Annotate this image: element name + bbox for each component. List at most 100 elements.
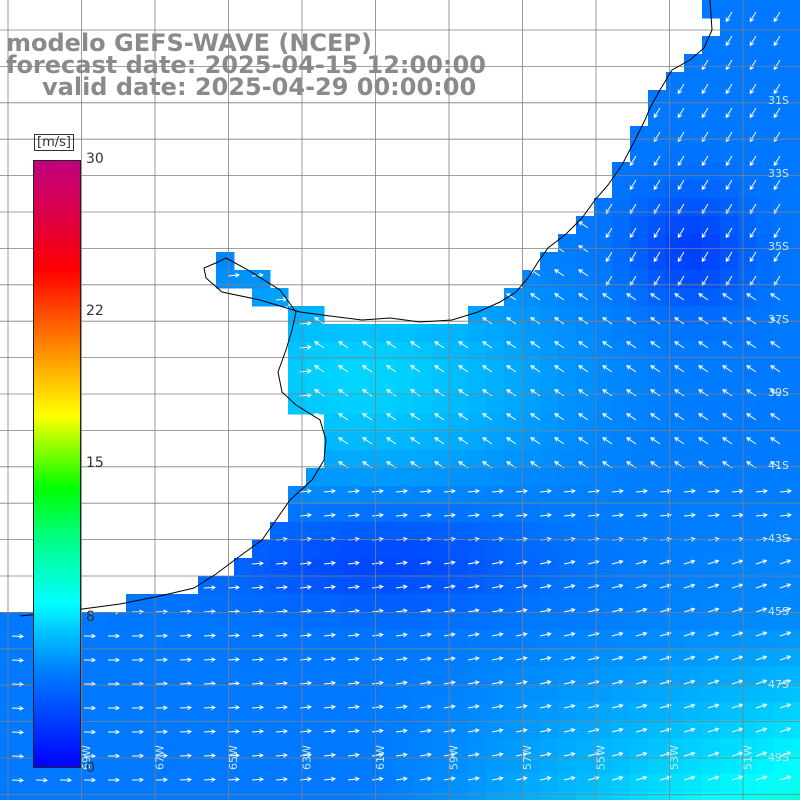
wind-cell <box>396 378 415 397</box>
wind-arrow <box>755 751 768 757</box>
wind-cell <box>414 774 433 793</box>
wind-arrow <box>251 657 265 662</box>
wind-cell <box>558 396 577 415</box>
wind-cell <box>432 720 451 739</box>
wind-cell <box>612 504 631 523</box>
wind-cell <box>792 108 800 127</box>
wind-cell <box>162 774 181 793</box>
wind-cell <box>720 576 739 595</box>
wind-cell <box>594 360 613 379</box>
wind-arrow <box>683 655 696 661</box>
wind-cell <box>504 540 523 559</box>
wind-arrow <box>698 293 709 301</box>
wind-cell <box>666 540 685 559</box>
wind-cell <box>360 396 379 415</box>
wind-cell <box>306 324 325 343</box>
wind-arrow <box>749 35 757 47</box>
wind-cell <box>594 666 613 685</box>
wind-arrow <box>626 413 637 421</box>
wind-cell <box>540 756 559 775</box>
wind-cell <box>720 54 739 73</box>
wind-cell <box>684 324 703 343</box>
wind-cell <box>540 594 559 613</box>
wind-cell <box>306 522 325 541</box>
wind-arrow <box>227 272 240 278</box>
wind-arrow <box>443 560 456 566</box>
wind-cell <box>666 126 685 145</box>
wind-cell <box>414 612 433 631</box>
wind-cell <box>216 594 235 613</box>
wind-cell <box>576 252 595 271</box>
wind-cell <box>684 486 703 505</box>
wind-cell <box>486 558 505 577</box>
wind-arrow <box>677 83 685 95</box>
wind-cell <box>630 378 649 397</box>
wind-arrow <box>131 657 145 663</box>
wind-cell <box>270 594 289 613</box>
wind-arrow <box>11 705 25 711</box>
wind-cell <box>378 360 397 379</box>
wind-cell <box>576 522 595 541</box>
wind-arrow <box>155 705 169 711</box>
wind-cell <box>504 378 523 397</box>
wind-cell <box>504 432 523 451</box>
wind-arrow <box>698 365 709 373</box>
wind-arrow <box>434 389 445 397</box>
wind-cell <box>432 594 451 613</box>
wind-cell <box>414 576 433 595</box>
wind-cell <box>396 594 415 613</box>
wind-cell <box>684 90 703 109</box>
wind-cell <box>612 432 631 451</box>
wind-cell <box>306 468 325 487</box>
wind-cell <box>630 306 649 325</box>
wind-cell <box>648 522 667 541</box>
wind-cell <box>756 180 775 199</box>
wind-cell <box>558 792 577 800</box>
wind-arrow <box>677 107 685 119</box>
wind-cell <box>378 468 397 487</box>
wind-arrow <box>749 227 757 239</box>
wind-cell <box>792 486 800 505</box>
wind-cell <box>396 648 415 667</box>
wind-cell <box>576 576 595 595</box>
wind-cell <box>648 288 667 307</box>
wind-cell <box>504 666 523 685</box>
wind-arrow <box>755 703 768 709</box>
wind-cell <box>576 648 595 667</box>
wind-cell <box>756 216 775 235</box>
wind-cell <box>756 90 775 109</box>
wind-cell <box>432 612 451 631</box>
wind-cell <box>414 540 433 559</box>
wind-arrow <box>707 512 720 518</box>
wind-cell <box>612 612 631 631</box>
wind-cell <box>666 378 685 397</box>
wind-arrow <box>722 437 733 445</box>
wind-arrow <box>107 633 121 639</box>
wind-cell <box>324 414 343 433</box>
wind-arrow <box>602 389 613 397</box>
wind-cell <box>288 612 307 631</box>
wind-cell <box>720 252 739 271</box>
wind-cell <box>576 450 595 469</box>
wind-arrow <box>395 752 408 758</box>
wind-cell <box>594 558 613 577</box>
wind-cell <box>648 342 667 361</box>
wind-arrow <box>155 657 169 663</box>
wind-cell <box>216 702 235 721</box>
wind-cell <box>756 504 775 523</box>
wind-cell <box>684 540 703 559</box>
wind-cell <box>270 630 289 649</box>
wind-cell <box>702 450 721 469</box>
wind-arrow <box>314 365 325 373</box>
wind-cell <box>234 774 253 793</box>
wind-arrow <box>779 751 792 757</box>
wind-arrow <box>482 341 493 349</box>
wind-cell <box>594 792 613 800</box>
wind-cell <box>144 702 163 721</box>
wind-cell <box>630 450 649 469</box>
wind-cell <box>648 360 667 379</box>
wind-cell <box>504 288 523 307</box>
wind-arrow <box>707 703 720 709</box>
wind-cell <box>324 468 343 487</box>
